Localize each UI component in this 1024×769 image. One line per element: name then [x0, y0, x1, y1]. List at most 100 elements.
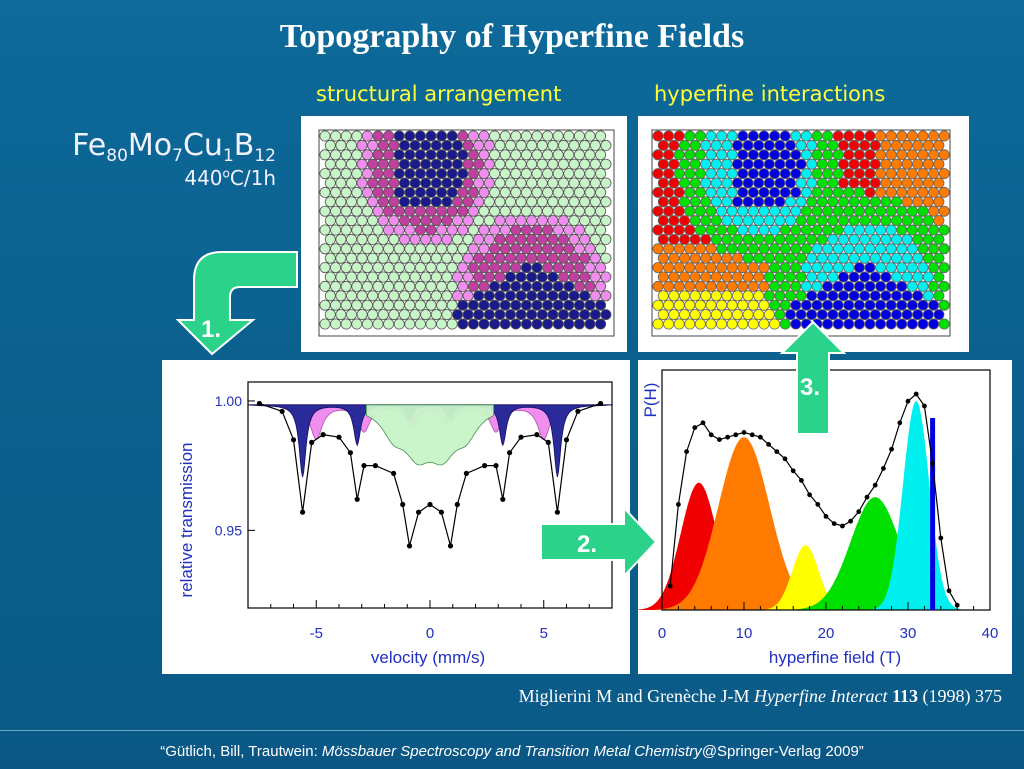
atom-cyan	[742, 215, 754, 227]
atom-pink	[361, 168, 373, 180]
atom-yellow	[700, 309, 712, 321]
atom-darkblue	[441, 196, 453, 208]
atom-green	[848, 215, 860, 227]
atom-orange	[689, 271, 701, 283]
spectrum-data-point	[290, 437, 297, 443]
atom-lightgreen	[600, 139, 612, 151]
atom-green	[790, 224, 802, 236]
atom-lightgreen	[563, 168, 575, 180]
atom-lightgreen	[351, 168, 363, 180]
atom-blue	[737, 130, 749, 142]
atom-cyan	[747, 205, 759, 217]
atom-cyan	[721, 139, 733, 151]
atom-red	[864, 186, 876, 198]
atom-orange	[922, 139, 934, 151]
atom-lightgreen	[499, 186, 511, 198]
atom-green	[795, 233, 807, 245]
atom-orange	[684, 280, 696, 292]
atom-lightgreen	[430, 309, 442, 321]
atom-green	[827, 177, 839, 189]
atom-orange	[890, 158, 902, 170]
atom-lightgreen	[446, 280, 458, 292]
atom-green	[853, 186, 865, 198]
atom-orange	[906, 149, 918, 161]
atom-darkblue	[547, 271, 559, 283]
atom-blue	[763, 139, 775, 151]
atom-lightgreen	[451, 252, 463, 264]
atom-green	[890, 196, 902, 208]
distribution-data-point	[815, 502, 821, 507]
atom-lightgreen	[557, 139, 569, 151]
atom-lightgreen	[515, 158, 527, 170]
atom-blue	[758, 130, 770, 142]
atom-red	[837, 177, 849, 189]
atom-green	[933, 271, 945, 283]
atom-darkblue	[531, 299, 543, 311]
atom-cyan	[716, 149, 728, 161]
atom-green	[790, 243, 802, 255]
atom-lightgreen	[457, 243, 469, 255]
atom-magenta	[579, 271, 591, 283]
atom-green	[811, 130, 823, 142]
atom-cyan	[747, 224, 759, 236]
atom-blue	[928, 299, 940, 311]
atom-green	[843, 205, 855, 217]
spectrum-data-point	[256, 400, 262, 407]
atom-lightgreen	[436, 299, 448, 311]
atom-green	[710, 215, 722, 227]
atom-yellow	[657, 309, 669, 321]
atom-darkblue	[552, 299, 564, 311]
atom-cyan	[822, 262, 834, 274]
atom-orange	[896, 149, 908, 161]
atom-green	[763, 290, 775, 302]
atom-green	[716, 224, 728, 236]
spectrum-data-point	[554, 509, 560, 515]
atom-lightgreen	[589, 196, 601, 208]
atom-green	[684, 186, 696, 198]
atom-orange	[732, 252, 744, 264]
atom-orange	[912, 158, 924, 170]
step-3-label: 3.	[800, 374, 821, 401]
atom-blue	[896, 299, 908, 311]
atom-darkblue	[414, 186, 426, 198]
atom-blue	[901, 309, 913, 321]
atom-blue	[779, 130, 791, 142]
atom-darkblue	[393, 130, 405, 142]
atom-orange	[663, 280, 675, 292]
atom-magenta	[526, 252, 538, 264]
spectrum-data-point	[406, 543, 413, 549]
atom-lightgreen	[542, 168, 554, 180]
atom-darkblue	[436, 168, 448, 180]
atom-lightgreen	[409, 271, 421, 283]
atom-green	[689, 158, 701, 170]
atom-lightgreen	[367, 233, 379, 245]
atom-orange	[747, 262, 759, 274]
atom-green	[811, 186, 823, 198]
atom-lightgreen	[510, 130, 522, 142]
atom-green	[721, 233, 733, 245]
atom-blue	[890, 290, 902, 302]
atom-orange	[875, 186, 887, 198]
atom-lightgreen	[404, 262, 416, 274]
footer-citation: “Gütlich, Bill, Trautwein: Mössbauer Spe…	[160, 743, 864, 760]
atom-magenta	[451, 196, 463, 208]
atom-lightgreen	[520, 149, 532, 161]
atom-lightgreen	[351, 130, 363, 142]
step-2-label: 2.	[577, 531, 598, 558]
atom-green	[906, 205, 918, 217]
atom-cyan	[726, 186, 738, 198]
atom-blue	[869, 290, 881, 302]
atom-pink	[462, 252, 474, 264]
distribution-data-point	[741, 430, 747, 435]
atom-cyan	[779, 205, 791, 217]
atom-red	[843, 168, 855, 180]
atom-lightgreen	[377, 233, 389, 245]
atom-magenta	[367, 158, 379, 170]
atom-green	[827, 158, 839, 170]
atom-darkblue	[409, 139, 421, 151]
distribution-data-point	[684, 449, 689, 454]
atom-lightgreen	[531, 186, 543, 198]
atom-cyan	[774, 215, 786, 227]
atom-green	[822, 224, 834, 236]
atom-lightgreen	[330, 299, 342, 311]
